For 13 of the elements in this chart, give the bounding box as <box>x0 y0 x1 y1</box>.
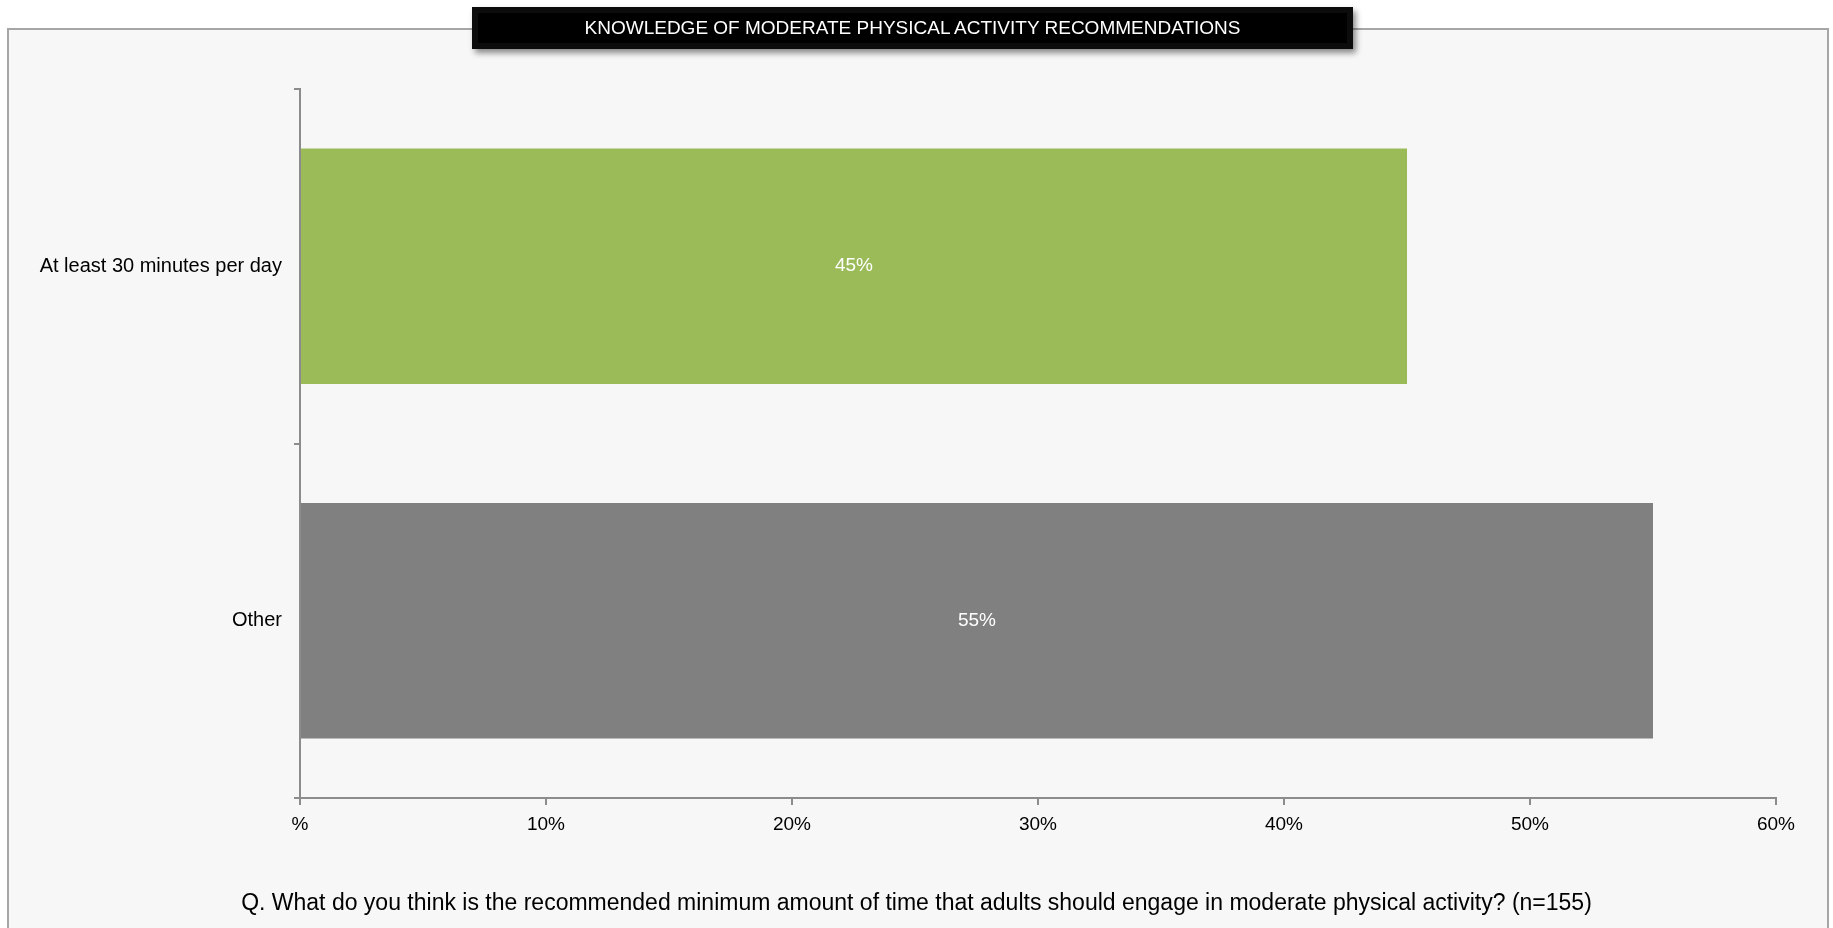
x-tick-label: 20% <box>772 812 812 834</box>
x-tick-label: 10% <box>526 812 566 834</box>
x-tick-label: 50% <box>1510 812 1550 834</box>
y-tick-label: Other <box>231 608 283 631</box>
data-label: 45% <box>834 254 874 276</box>
chart-title: KNOWLEDGE OF MODERATE PHYSICAL ACTIVITY RECOMMENDATIONS <box>472 7 1353 49</box>
text: Q. What do you think is the recommended minimum amount of time that adults should engage in moderate physical activity? (n=155) <box>241 889 1592 916</box>
data-label: 55% <box>957 608 997 630</box>
x-tick-label: 40% <box>1264 812 1304 834</box>
x-tick-label: 60% <box>1756 812 1796 834</box>
x-tick-label: 30% <box>1018 812 1058 834</box>
y-tick-label: At least 30 minutes per day <box>39 253 282 276</box>
x-tick-label: % <box>291 812 309 834</box>
